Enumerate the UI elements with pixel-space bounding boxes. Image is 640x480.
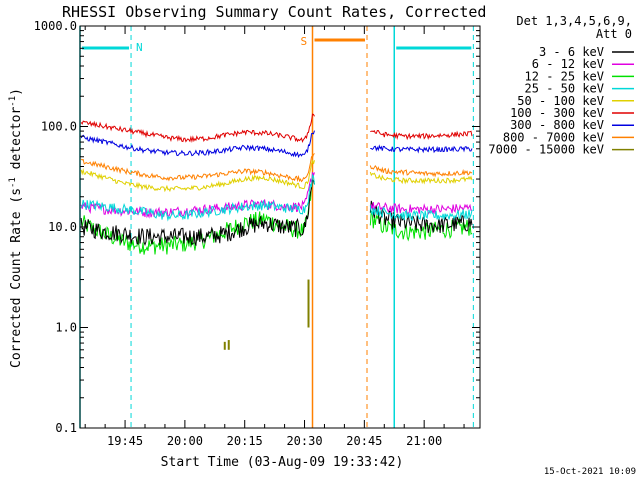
series-800-7000-kev — [80, 153, 473, 183]
series-line — [80, 130, 315, 159]
y-axis-label-sup2: -1 — [8, 96, 18, 107]
legend-label: 7000 - 15000 keV — [488, 143, 604, 157]
x-tick-label: 20:30 — [286, 434, 322, 448]
x-tick-label: 20:45 — [346, 434, 382, 448]
legend-label: 25 - 50 keV — [525, 82, 604, 96]
event-label-S: S — [301, 35, 308, 48]
x-tick-label: 19:45 — [107, 434, 143, 448]
series-7000-15000-kev — [223, 279, 310, 350]
series-25-50-kev — [80, 173, 473, 222]
y-axis-label: Corrected Count Rate (s-1 detector-1) — [8, 88, 24, 368]
series-line — [80, 159, 315, 193]
series-line — [370, 129, 473, 141]
x-tick-label: 20:15 — [227, 434, 263, 448]
x-tick-label: 21:00 — [406, 434, 442, 448]
legend-header-attenuator: Att 0 — [596, 27, 632, 41]
x-tick-label: 20:00 — [167, 434, 203, 448]
y-tick-label: 100.0 — [41, 120, 77, 134]
y-tick-label: 10.0 — [48, 220, 77, 234]
y-axis-label-end: ) — [9, 88, 24, 96]
series-50-100-kev — [80, 159, 473, 193]
legend-label: 50 - 100 keV — [517, 94, 604, 108]
legend-label: 100 - 300 keV — [510, 106, 604, 120]
y-tick-label: 1.0 — [55, 321, 77, 335]
plot-area: N S 0.1 1.0 10.0 100.0 1000.0 19:45 20:00 20:15 20… — [34, 19, 481, 448]
legend-label: 6 - 12 keV — [532, 57, 604, 71]
series-300-800-kev — [80, 130, 473, 159]
event-label-N: N — [136, 41, 143, 54]
series-line — [80, 179, 315, 255]
y-tick-label: 1000.0 — [34, 19, 77, 33]
legend-label: 300 - 800 keV — [510, 118, 604, 132]
series-line — [80, 179, 315, 247]
chart-title: RHESSI Observing Summary Count Rates, Co… — [62, 3, 486, 21]
legend-label: 800 - 7000 keV — [503, 130, 604, 144]
series-line — [80, 153, 315, 183]
series-line — [369, 165, 473, 178]
series-line — [80, 113, 315, 144]
legend-label: 3 - 6 keV — [539, 45, 604, 59]
series-line — [369, 171, 473, 185]
y-tick-label: 0.1 — [55, 421, 77, 435]
series-line — [369, 202, 473, 216]
y-axis-label-sup1: -1 — [8, 177, 18, 188]
series-line — [80, 173, 315, 222]
x-axis-label: Start Time (03-Aug-09 19:33:42) — [161, 455, 404, 470]
legend-label: 12 - 25 keV — [525, 69, 604, 83]
series-line — [369, 205, 473, 222]
y-axis-label-main: Corrected Count Rate (s — [9, 188, 24, 368]
series-100-300-kev — [80, 113, 473, 144]
series-line — [370, 144, 473, 154]
timestamp: 15-Oct-2021 10:09 — [544, 467, 636, 477]
y-axis-label-mid: detector — [9, 107, 24, 178]
legend-header-detectors: Det 1,3,4,5,6,9, — [516, 14, 632, 28]
